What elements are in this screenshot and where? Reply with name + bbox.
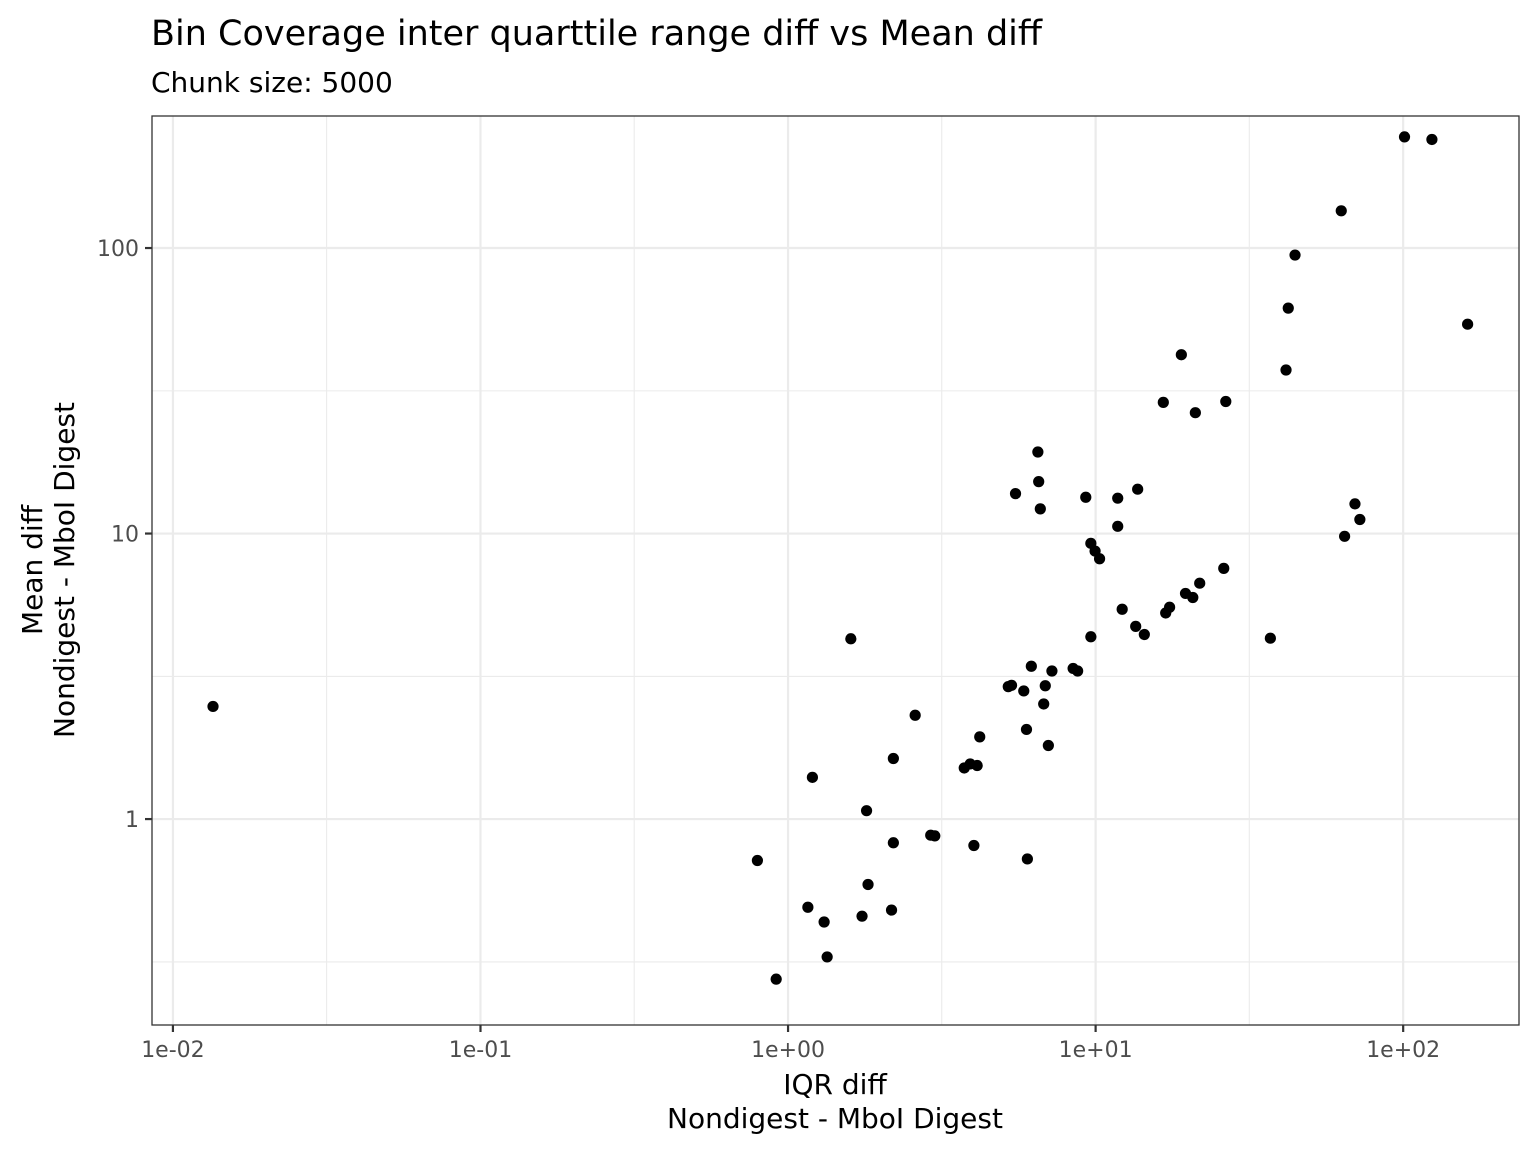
data-point [821, 951, 833, 963]
y-tick-label: 1 [125, 808, 139, 833]
data-point [1116, 603, 1128, 615]
data-point [1163, 601, 1176, 613]
data-point [909, 709, 921, 721]
data-point [1187, 591, 1199, 604]
data-point [1138, 628, 1150, 641]
x-tick-label: 1e+01 [1059, 1038, 1133, 1063]
data-point [1021, 853, 1033, 865]
panel-border [151, 115, 1520, 1026]
data-point [1085, 631, 1097, 643]
data-point [860, 805, 873, 817]
data-point [751, 854, 764, 867]
data-point [818, 916, 830, 928]
x-axis-title-line1: IQR diff [783, 1068, 887, 1101]
data-point [770, 973, 782, 985]
y-tick-label: 10 [111, 523, 139, 548]
data-point [885, 904, 898, 916]
data-point [1426, 133, 1438, 146]
data-point [1130, 620, 1142, 632]
grid [152, 116, 1519, 1025]
data-point [1289, 249, 1301, 261]
data-point [1462, 318, 1474, 330]
data-point [802, 901, 814, 913]
data-point [1005, 679, 1018, 691]
data-point [1112, 520, 1124, 532]
data-point [1009, 488, 1022, 500]
data-point [887, 752, 899, 765]
data-point [1039, 680, 1051, 692]
data-point [1093, 553, 1106, 565]
y-axis-title-line2: Nondigest - MboI Digest [48, 402, 81, 738]
data-point [968, 839, 980, 852]
data-point [1042, 739, 1054, 752]
x-tick-label: 1e+00 [751, 1038, 825, 1063]
data-point [974, 731, 986, 743]
y-axis-ticks: 1 10 100 [97, 237, 152, 833]
data-point [1080, 491, 1092, 503]
data-point [1038, 698, 1050, 710]
x-axis-title-line2: Nondigest - MboI Digest [667, 1102, 1003, 1135]
y-tick-label: 100 [97, 237, 139, 262]
data-point [1339, 530, 1351, 542]
x-tick-label: 1e-02 [141, 1038, 204, 1063]
data-point [1020, 723, 1033, 736]
data-point [1354, 513, 1366, 526]
x-tick-label: 1e+02 [1366, 1038, 1440, 1063]
data-point [806, 771, 819, 783]
data-point [1034, 503, 1046, 515]
panel-background [152, 116, 1519, 1025]
y-axis-title-line1: Mean diff [16, 504, 49, 635]
data-point [1398, 131, 1411, 143]
data-point [1175, 349, 1187, 361]
data-point [1132, 483, 1144, 495]
data-point [1280, 364, 1292, 376]
data-point [862, 878, 874, 891]
data-point [1032, 446, 1044, 458]
data-point [1072, 665, 1084, 677]
data-point [1025, 660, 1037, 672]
data-point [1157, 396, 1169, 408]
chart-title: Bin Coverage inter quarttile range diff … [151, 14, 1043, 54]
data-point [1046, 665, 1058, 677]
data-point [856, 910, 868, 922]
data-point [1218, 562, 1230, 574]
data-point [1189, 407, 1201, 419]
x-tick-label: 1e-01 [449, 1038, 512, 1063]
data-point [1264, 632, 1276, 644]
data-point [1335, 205, 1347, 217]
data-point [929, 830, 941, 842]
data-point [1282, 302, 1294, 314]
data-point [1018, 685, 1030, 697]
data-point [887, 837, 899, 849]
data-point [1033, 476, 1045, 488]
data-point [1194, 577, 1206, 589]
x-axis-ticks: 1e-02 1e-01 1e+00 1e+01 1e+02 [141, 1025, 1440, 1063]
data-point [1220, 395, 1232, 408]
data-point [845, 633, 857, 645]
data-point [1349, 498, 1361, 510]
data-point [1112, 492, 1124, 504]
data-point [207, 700, 219, 713]
data-points [207, 131, 1474, 985]
data-point [971, 759, 983, 772]
chart-subtitle: Chunk size: 5000 [151, 66, 393, 99]
